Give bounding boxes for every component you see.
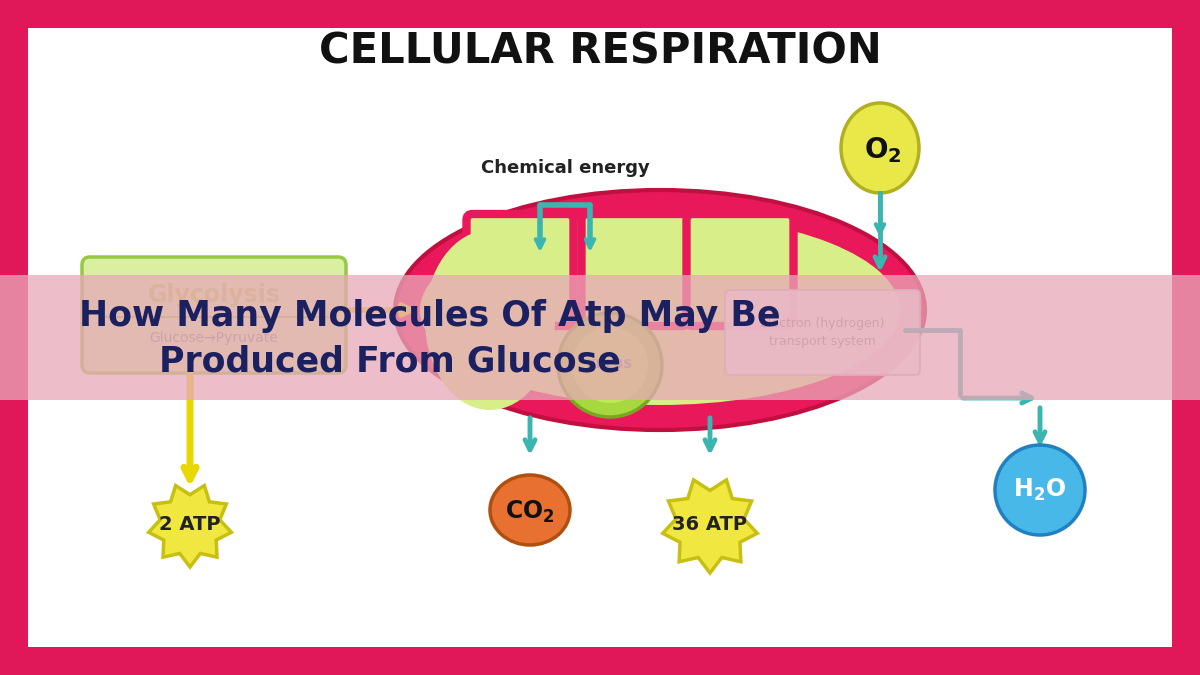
Text: $\mathbf{CO_2}$: $\mathbf{CO_2}$ bbox=[505, 499, 554, 525]
FancyBboxPatch shape bbox=[725, 290, 920, 375]
Bar bbox=[0, 275, 1200, 400]
Ellipse shape bbox=[420, 215, 900, 405]
FancyBboxPatch shape bbox=[467, 214, 574, 326]
Circle shape bbox=[558, 313, 662, 417]
FancyBboxPatch shape bbox=[582, 214, 689, 326]
Text: Glucose→Pyruvate: Glucose→Pyruvate bbox=[150, 331, 278, 345]
Polygon shape bbox=[662, 480, 757, 573]
Ellipse shape bbox=[490, 475, 570, 545]
Text: Electron (hydrogen)
transport system: Electron (hydrogen) transport system bbox=[761, 317, 884, 348]
Ellipse shape bbox=[425, 230, 554, 410]
Text: Glycolysis: Glycolysis bbox=[148, 283, 281, 307]
Text: CELLULAR RESPIRATION: CELLULAR RESPIRATION bbox=[319, 31, 881, 73]
Text: 2 ATP: 2 ATP bbox=[160, 516, 221, 535]
Polygon shape bbox=[149, 485, 232, 567]
Text: $\mathbf{O_2}$: $\mathbf{O_2}$ bbox=[864, 135, 902, 165]
Ellipse shape bbox=[841, 103, 919, 193]
Text: 36 ATP: 36 ATP bbox=[672, 516, 748, 535]
Circle shape bbox=[995, 445, 1085, 535]
FancyBboxPatch shape bbox=[686, 214, 793, 326]
Text: Chemical energy: Chemical energy bbox=[481, 159, 649, 177]
Text: How Many Molecules Of Atp May Be: How Many Molecules Of Atp May Be bbox=[79, 299, 781, 333]
Text: Produced From Glucose: Produced From Glucose bbox=[160, 345, 620, 379]
Text: KREBS: KREBS bbox=[587, 358, 634, 371]
FancyBboxPatch shape bbox=[82, 257, 346, 373]
Circle shape bbox=[572, 327, 648, 403]
Text: $\mathbf{H_2O}$: $\mathbf{H_2O}$ bbox=[1014, 477, 1067, 503]
Ellipse shape bbox=[395, 190, 925, 430]
